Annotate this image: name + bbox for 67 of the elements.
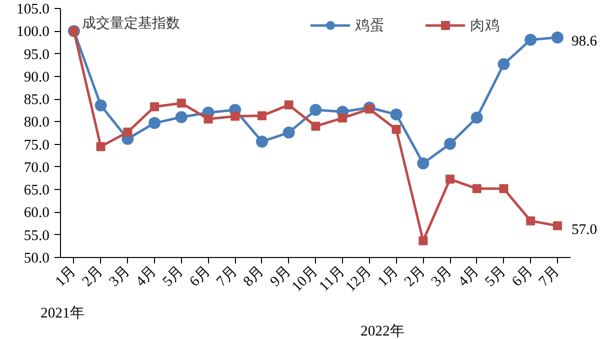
y-tick-label: 100.0 — [16, 24, 50, 40]
legend-label: 肉鸡 — [470, 16, 500, 34]
x-tick-label: 1月 — [374, 262, 402, 290]
x-tick-label: 4月 — [455, 262, 483, 290]
point — [524, 34, 537, 46]
point — [364, 104, 374, 114]
y-tick-label: 80.0 — [24, 114, 50, 131]
point — [176, 98, 186, 108]
data-label: 57.0 — [571, 222, 598, 238]
legend-label: 鸡蛋 — [355, 16, 385, 34]
x-tick-label: 8月 — [240, 262, 268, 290]
point — [551, 31, 564, 44]
point — [526, 216, 536, 226]
point — [311, 122, 320, 131]
point — [256, 136, 268, 148]
point — [499, 184, 508, 194]
y-tick-label: 70.0 — [24, 160, 50, 176]
point — [310, 104, 322, 116]
x-tick-label: 2月 — [79, 262, 106, 290]
point — [472, 184, 482, 194]
y-tick-label: 90.0 — [24, 69, 50, 86]
point — [230, 112, 240, 121]
y-tick-label: 85.0 — [24, 92, 50, 108]
point — [444, 138, 456, 150]
x-tick-label: 6月 — [186, 262, 214, 290]
y-tick-label: 75.0 — [24, 137, 50, 154]
x-tick-label: 7月 — [214, 262, 241, 290]
point — [498, 58, 510, 70]
x-tick-label: 7月 — [536, 262, 564, 290]
point — [284, 100, 294, 110]
point — [257, 111, 266, 120]
x-tick-label: 12月 — [342, 262, 376, 296]
y-tick-label: 60.0 — [24, 205, 50, 222]
data-label: 98.6 — [571, 33, 598, 50]
text: 2022年 — [360, 322, 405, 339]
point — [417, 157, 430, 170]
y-tick-label: 95.0 — [24, 46, 50, 63]
point — [123, 128, 132, 137]
point — [96, 142, 106, 152]
y-tick-label: 65.0 — [24, 182, 50, 199]
point — [390, 108, 402, 120]
point — [418, 236, 428, 246]
point — [175, 111, 188, 124]
point — [392, 124, 401, 134]
y-tick-label: 105.0 — [16, 2, 50, 18]
y-tick-label: 50.0 — [24, 250, 50, 266]
x-tick-label: 3月 — [106, 262, 134, 290]
point — [204, 114, 213, 124]
point — [338, 114, 348, 123]
x-tick-label: 5月 — [160, 262, 188, 290]
point — [94, 99, 107, 112]
x-tick-label: 4月 — [133, 262, 160, 290]
point — [470, 112, 483, 124]
x-tick-label: 2月 — [402, 262, 429, 290]
point — [148, 117, 161, 130]
point — [282, 126, 295, 139]
x-tick-label: 5月 — [482, 262, 510, 290]
x-tick-label: 10月 — [289, 262, 322, 296]
y-axis-title: 成交量定基指数 — [82, 14, 180, 30]
x-tick-label: 1月 — [52, 262, 80, 290]
point — [552, 221, 562, 230]
point — [446, 174, 455, 184]
x-tick-label: 6月 — [509, 262, 536, 290]
y-tick-label: 55.0 — [24, 228, 50, 244]
text: 2021年 — [40, 304, 85, 322]
point — [150, 102, 160, 112]
x-tick-label: 3月 — [428, 262, 456, 290]
